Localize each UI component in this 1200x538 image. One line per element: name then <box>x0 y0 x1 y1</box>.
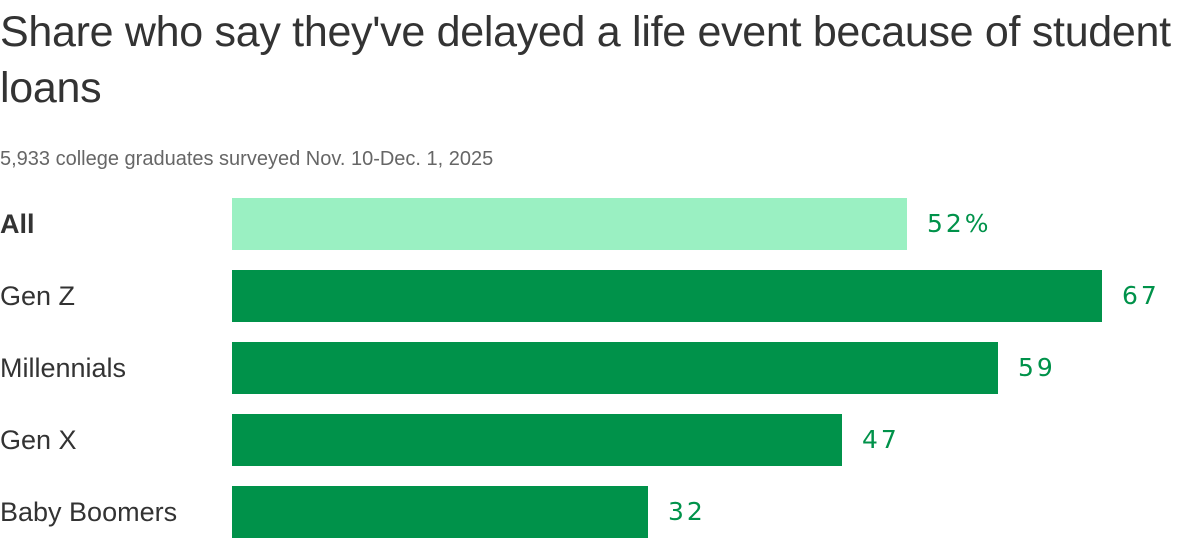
chart-title: Share who say they've delayed a life eve… <box>0 8 1171 112</box>
value-label: 52% <box>927 209 992 238</box>
value-label: 32 <box>668 497 706 526</box>
value-label: 67 <box>1122 281 1160 310</box>
value-label: 47 <box>862 425 900 454</box>
category-label: Gen Z <box>0 281 76 311</box>
category-label: All <box>0 209 35 239</box>
category-label: Baby Boomers <box>0 497 178 527</box>
bar <box>232 414 842 466</box>
bar <box>232 342 998 394</box>
category-label: Millennials <box>0 353 127 383</box>
bar <box>232 270 1102 322</box>
bar <box>232 486 648 538</box>
bar <box>232 198 907 250</box>
value-label: 59 <box>1018 353 1056 382</box>
chart-subtitle: 5,933 college graduates surveyed Nov. 10… <box>0 148 494 170</box>
category-label: Gen X <box>0 425 77 455</box>
